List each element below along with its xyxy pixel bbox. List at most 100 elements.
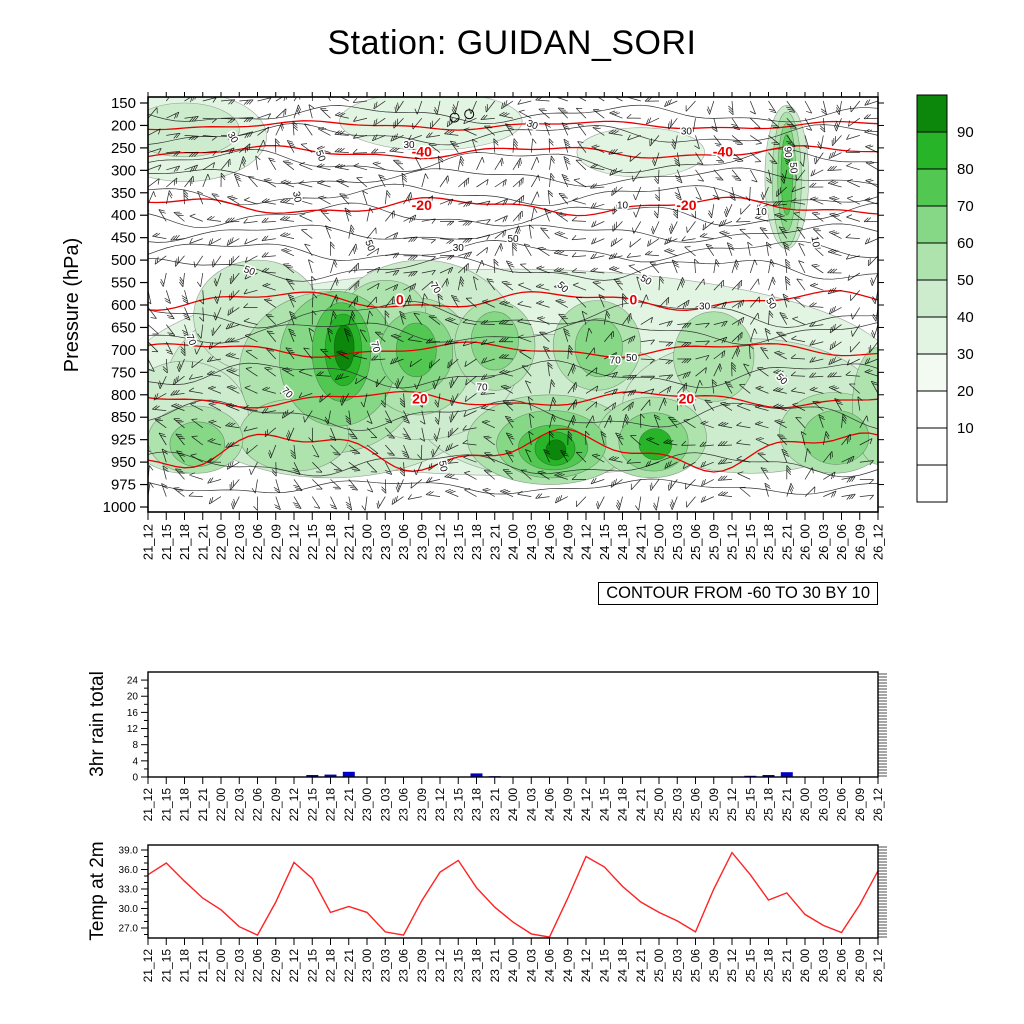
svg-text:23_09: 23_09 (414, 524, 429, 560)
svg-text:21_12: 21_12 (141, 949, 155, 983)
svg-text:22_09: 22_09 (269, 788, 283, 822)
svg-text:23_15: 23_15 (451, 788, 465, 822)
svg-text:26_06: 26_06 (834, 524, 849, 560)
svg-text:33.0: 33.0 (119, 885, 139, 896)
svg-text:26_12: 26_12 (871, 524, 886, 560)
svg-text:21_21: 21_21 (196, 788, 210, 822)
svg-text:25_00: 25_00 (652, 524, 667, 560)
svg-text:22_12: 22_12 (287, 949, 301, 983)
svg-text:25_12: 25_12 (725, 949, 739, 983)
svg-text:23_21: 23_21 (488, 949, 502, 983)
svg-text:30: 30 (957, 346, 974, 363)
svg-text:22_15: 22_15 (305, 788, 319, 822)
svg-text:26_00: 26_00 (798, 788, 812, 822)
svg-text:50: 50 (787, 162, 799, 174)
svg-text:22_03: 22_03 (232, 949, 246, 983)
svg-text:30: 30 (453, 243, 465, 254)
svg-text:-40: -40 (713, 143, 733, 159)
svg-text:-20: -20 (676, 197, 696, 213)
svg-text:22_15: 22_15 (305, 524, 320, 560)
colorbar: 10 20 30 40 50 60 70 80 90 (916, 94, 974, 503)
svg-text:26_09: 26_09 (853, 788, 867, 822)
svg-text:0: 0 (132, 773, 138, 784)
svg-text:-20: -20 (412, 197, 432, 213)
svg-text:12: 12 (127, 724, 139, 735)
svg-text:Temp at 2m: Temp at 2m (87, 841, 108, 940)
svg-text:25_00: 25_00 (652, 949, 666, 983)
svg-text:23_12: 23_12 (433, 949, 447, 983)
svg-text:300: 300 (111, 162, 136, 179)
svg-text:23_00: 23_00 (360, 788, 374, 822)
svg-text:24_15: 24_15 (597, 949, 611, 983)
svg-text:24_03: 24_03 (524, 949, 538, 983)
svg-text:350: 350 (111, 185, 136, 202)
svg-text:21_15: 21_15 (159, 524, 174, 560)
svg-text:23_21: 23_21 (488, 788, 502, 822)
svg-text:23_15: 23_15 (451, 524, 466, 560)
svg-text:22_18: 22_18 (323, 524, 338, 560)
svg-text:20: 20 (412, 390, 428, 406)
svg-text:23_00: 23_00 (360, 524, 375, 560)
svg-text:30: 30 (290, 190, 303, 203)
svg-text:25_06: 25_06 (689, 788, 703, 822)
svg-text:26_03: 26_03 (816, 524, 831, 560)
svg-text:27.0: 27.0 (119, 924, 139, 935)
svg-text:22_18: 22_18 (324, 949, 338, 983)
svg-text:650: 650 (111, 319, 136, 336)
svg-text:975: 975 (111, 477, 136, 494)
svg-text:26_09: 26_09 (853, 949, 867, 983)
svg-text:22_06: 22_06 (250, 524, 265, 560)
svg-text:26_12: 26_12 (871, 949, 885, 983)
svg-text:23_06: 23_06 (397, 788, 411, 822)
svg-text:26_00: 26_00 (798, 524, 813, 560)
svg-text:22_03: 22_03 (232, 524, 247, 560)
svg-text:70: 70 (368, 340, 382, 354)
svg-text:25_09: 25_09 (706, 524, 721, 560)
svg-text:25_06: 25_06 (689, 949, 703, 983)
svg-text:24_06: 24_06 (543, 949, 557, 983)
svg-text:22_15: 22_15 (305, 949, 319, 983)
svg-text:850: 850 (111, 409, 136, 426)
svg-text:24_12: 24_12 (579, 524, 594, 560)
svg-text:25_21: 25_21 (780, 788, 794, 822)
svg-text:450: 450 (111, 230, 136, 247)
svg-text:25_15: 25_15 (743, 788, 757, 822)
pressure-axis-title: Pressure (hPa) (61, 238, 83, 373)
svg-text:26_06: 26_06 (835, 788, 849, 822)
svg-text:10: 10 (756, 207, 768, 218)
svg-text:25_06: 25_06 (688, 524, 703, 560)
svg-text:24_00: 24_00 (506, 949, 520, 983)
temp-line (147, 851, 879, 938)
pressure-axis: 1502002503003504004505005506006507007508… (103, 95, 884, 516)
svg-text:26_00: 26_00 (798, 949, 812, 983)
svg-text:24_18: 24_18 (615, 524, 630, 560)
svg-text:23_03: 23_03 (378, 949, 392, 983)
svg-text:23_06: 23_06 (396, 524, 411, 560)
svg-text:22_12: 22_12 (287, 788, 301, 822)
svg-text:70: 70 (957, 198, 974, 215)
svg-text:23_12: 23_12 (433, 788, 447, 822)
svg-text:24_06: 24_06 (542, 524, 557, 560)
svg-text:8: 8 (132, 740, 138, 751)
svg-text:22_12: 22_12 (287, 524, 302, 560)
svg-text:700: 700 (111, 342, 136, 359)
svg-text:50: 50 (436, 460, 449, 473)
svg-text:0: 0 (396, 292, 404, 308)
svg-text:90: 90 (957, 124, 974, 141)
svg-text:25_03: 25_03 (670, 788, 684, 822)
svg-text:20: 20 (679, 390, 695, 406)
svg-text:400: 400 (111, 207, 136, 224)
svg-text:10: 10 (957, 420, 974, 437)
top-panel-axes: 1502002503003504004505005506006507007508… (103, 92, 886, 560)
svg-text:750: 750 (111, 364, 136, 381)
svg-text:24_21: 24_21 (634, 949, 648, 983)
svg-text:90: 90 (781, 146, 793, 158)
svg-text:24_00: 24_00 (506, 524, 521, 560)
svg-text:24_18: 24_18 (616, 788, 630, 822)
svg-text:24_09: 24_09 (561, 788, 575, 822)
svg-text:50: 50 (957, 272, 974, 289)
svg-text:24_18: 24_18 (616, 949, 630, 983)
svg-text:21_18: 21_18 (178, 949, 192, 983)
svg-text:50: 50 (507, 234, 519, 245)
